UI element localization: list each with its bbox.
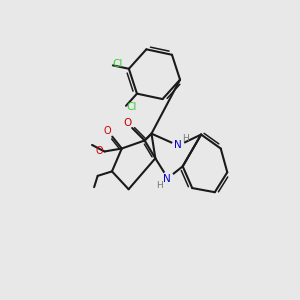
Text: Cl: Cl (126, 102, 136, 112)
Circle shape (172, 140, 184, 152)
Circle shape (162, 172, 174, 184)
Text: N: N (174, 140, 182, 150)
Text: H: H (182, 134, 189, 142)
Text: O: O (123, 118, 131, 128)
Text: N: N (164, 174, 171, 184)
Text: Cl: Cl (112, 59, 122, 69)
Text: O: O (103, 126, 111, 136)
Text: O: O (95, 146, 103, 156)
Text: H: H (156, 182, 163, 190)
